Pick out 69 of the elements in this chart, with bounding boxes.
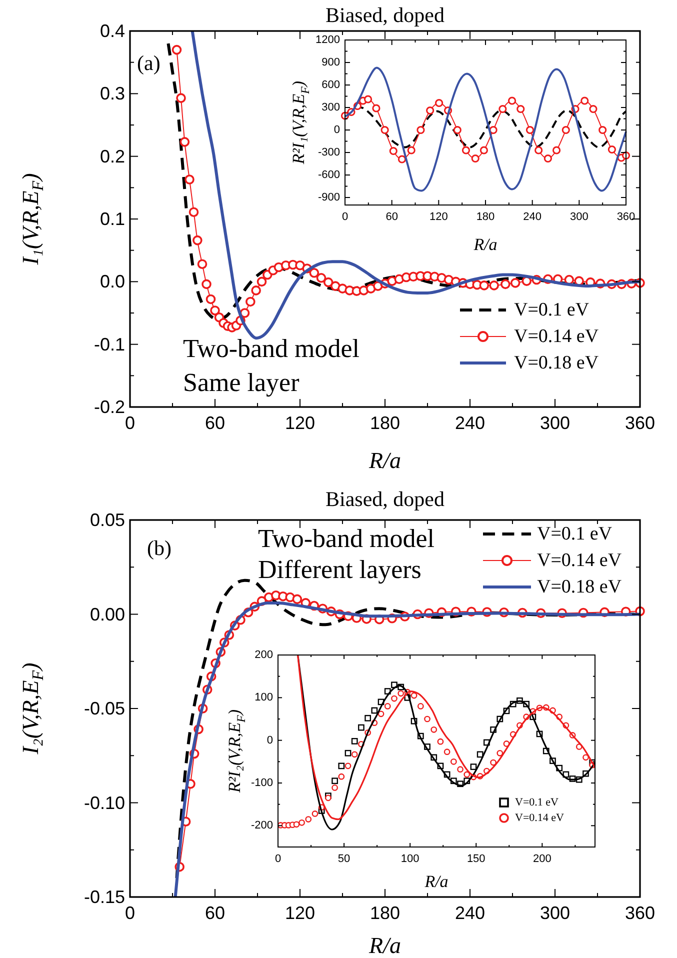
annotation: (a) — [137, 51, 160, 75]
annotation: (b) — [147, 536, 172, 560]
x-tick-label: 300 — [540, 903, 570, 923]
y-tick-label: -100 — [250, 777, 273, 789]
annotation: Same layer — [183, 368, 300, 397]
y-tick-label: 600 — [322, 79, 340, 91]
x-tick-label: 0 — [274, 853, 282, 865]
x-tick-label: 240 — [454, 413, 486, 433]
x-tick-label: 120 — [284, 413, 316, 433]
y-tick-label: 0.3 — [100, 84, 125, 104]
x-tick-label: 0 — [342, 211, 348, 223]
x-tick-label: 120 — [429, 211, 448, 223]
x-tick-label: 360 — [616, 211, 636, 223]
legend-label: V=0.14 eV — [537, 550, 622, 571]
y-tick-label: 0 — [334, 124, 340, 136]
x-tick-label: 60 — [204, 903, 226, 923]
annotation: Two-band model — [258, 524, 435, 553]
x-axis-title: R/a — [424, 872, 448, 891]
y-tick-label: 100 — [254, 692, 273, 704]
x-axis-title: R/a — [368, 448, 401, 473]
x-tick-label: 200 — [532, 853, 552, 865]
x-tick-label: 300 — [540, 413, 570, 433]
x-tick-label: 150 — [466, 853, 486, 865]
y-tick-label: 0.1 — [100, 209, 125, 229]
y-tick-label: 0 — [266, 734, 273, 746]
x-tick-label: 300 — [570, 211, 588, 223]
y-tick-label: -300 — [318, 146, 340, 158]
annotation: Different layers — [258, 555, 422, 584]
y-tick-label: -0.1 — [94, 334, 125, 354]
x-axis-title: R/a — [368, 933, 401, 958]
chart-title: Biased, doped — [326, 3, 445, 27]
y-tick-label: 200 — [254, 649, 273, 661]
x-axis-title: R/a — [472, 235, 498, 254]
x-tick-label: 100 — [400, 853, 420, 865]
chart-title: Biased, doped — [326, 487, 445, 511]
x-tick-label: 60 — [386, 211, 398, 223]
y-tick-label: 0.00 — [90, 604, 125, 624]
y-tick-label: 1200 — [316, 34, 340, 46]
x-tick-label: 180 — [370, 413, 400, 433]
y-tick-label: -0.15 — [84, 887, 125, 907]
x-tick-label: 240 — [454, 903, 486, 923]
x-tick-label: 120 — [284, 903, 316, 923]
annotation: Two-band model — [183, 334, 360, 363]
y-tick-label: -200 — [250, 820, 273, 832]
legend-label: V=0.18 eV — [514, 352, 599, 374]
legend-label: V=0.1 eV — [514, 300, 590, 320]
legend-label: V=0.1 eV — [537, 524, 612, 544]
y-tick-label: -900 — [318, 192, 340, 204]
x-tick-label: 240 — [523, 211, 542, 223]
y-tick-label: -0.05 — [84, 698, 125, 718]
legend-label: V=0.14 eV — [515, 812, 564, 824]
y-tick-label: 0.05 — [90, 510, 125, 530]
y-tick-label: 300 — [322, 102, 340, 114]
legend-label: V=0.1 eV — [515, 796, 559, 808]
y-tick-label: -0.10 — [84, 792, 125, 813]
legend-label: V=0.18 eV — [537, 576, 622, 598]
x-tick-label: 50 — [338, 853, 350, 865]
x-tick-label: 180 — [370, 903, 400, 923]
x-tick-label: 360 — [624, 903, 656, 923]
y-tick-label: -600 — [318, 169, 340, 181]
x-tick-label: 180 — [476, 211, 495, 223]
x-tick-label: 60 — [204, 413, 226, 433]
legend-label: V=0.14 eV — [514, 326, 599, 347]
y-tick-label: 0.0 — [100, 272, 125, 292]
y-tick-label: -0.2 — [94, 397, 125, 417]
y-tick-label: 0.4 — [100, 21, 125, 41]
y-tick-label: 0.2 — [100, 146, 125, 166]
y-tick-label: 900 — [322, 56, 340, 68]
x-tick-label: 360 — [624, 413, 656, 433]
